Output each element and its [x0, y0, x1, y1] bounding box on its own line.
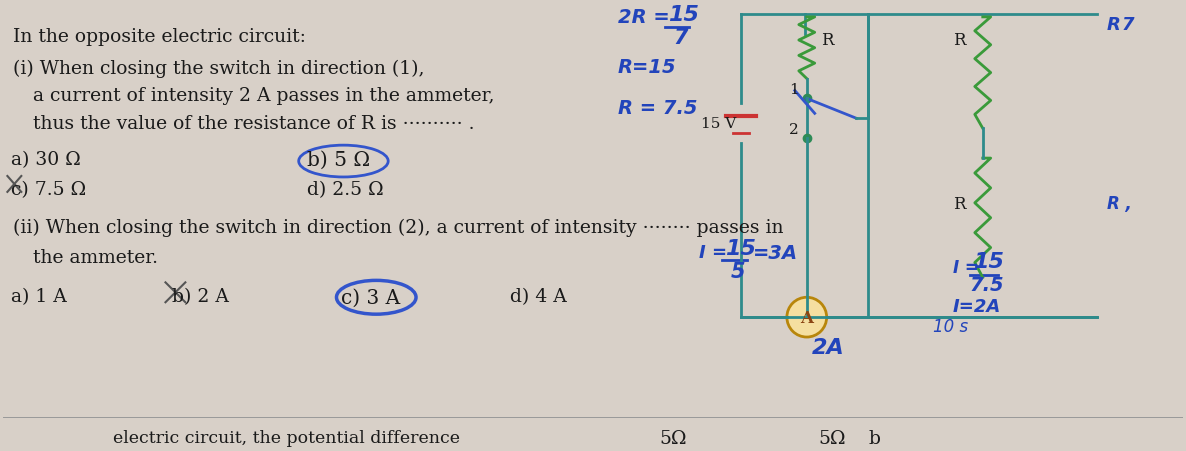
Text: c) 3 A: c) 3 A: [342, 288, 401, 307]
Text: a current of intensity 2 A passes in the ammeter,: a current of intensity 2 A passes in the…: [33, 87, 495, 105]
Text: a) 1 A: a) 1 A: [12, 288, 68, 306]
Text: a) 30 Ω: a) 30 Ω: [12, 151, 81, 169]
Text: b) 2 A: b) 2 A: [172, 288, 229, 306]
Text: I =: I =: [952, 258, 978, 276]
Text: 5Ω: 5Ω: [818, 428, 846, 446]
Text: 2R =: 2R =: [618, 8, 670, 27]
Text: electric circuit, the potential difference: electric circuit, the potential differen…: [4, 428, 460, 446]
Text: 10 s: 10 s: [933, 318, 968, 336]
Text: 1: 1: [789, 83, 798, 97]
Text: R: R: [1107, 16, 1121, 34]
Text: (ii) When closing the switch in direction (2), a current of intensity ········ p: (ii) When closing the switch in directio…: [13, 218, 784, 236]
Text: 7: 7: [674, 28, 688, 48]
Text: R: R: [952, 195, 965, 212]
Text: d) 2.5 Ω: d) 2.5 Ω: [307, 180, 383, 198]
Text: 5: 5: [732, 262, 746, 282]
Text: 2A: 2A: [811, 337, 844, 357]
Text: =3A: =3A: [753, 243, 798, 262]
Text: 2: 2: [789, 123, 798, 137]
Text: the ammeter.: the ammeter.: [33, 248, 158, 266]
Text: 15: 15: [668, 5, 699, 25]
Circle shape: [786, 298, 827, 337]
Text: 7: 7: [1122, 16, 1135, 34]
Text: 15 V: 15 V: [701, 117, 737, 131]
Text: R=15: R=15: [618, 58, 676, 77]
Text: I=2A: I=2A: [952, 298, 1001, 316]
Text: R: R: [821, 32, 834, 49]
Text: d) 4 A: d) 4 A: [510, 288, 567, 306]
Text: 15: 15: [973, 251, 1003, 271]
Text: A: A: [801, 309, 814, 326]
Text: R ,: R ,: [1107, 194, 1131, 212]
Text: I =: I =: [700, 243, 727, 261]
Text: R: R: [952, 32, 965, 49]
Text: b) 5 Ω: b) 5 Ω: [307, 151, 370, 170]
Text: b: b: [868, 428, 880, 446]
Text: (i) When closing the switch in direction (1),: (i) When closing the switch in direction…: [13, 60, 425, 78]
Text: 7.5: 7.5: [970, 276, 1005, 295]
Text: R = 7.5: R = 7.5: [618, 99, 697, 118]
Text: 5Ω: 5Ω: [659, 428, 687, 446]
Text: c) 7.5 Ω: c) 7.5 Ω: [12, 180, 87, 198]
Text: 15: 15: [725, 238, 757, 258]
Text: In the opposite electric circuit:: In the opposite electric circuit:: [13, 28, 306, 46]
Text: thus the value of the resistance of R is ·········· .: thus the value of the resistance of R is…: [33, 115, 474, 133]
